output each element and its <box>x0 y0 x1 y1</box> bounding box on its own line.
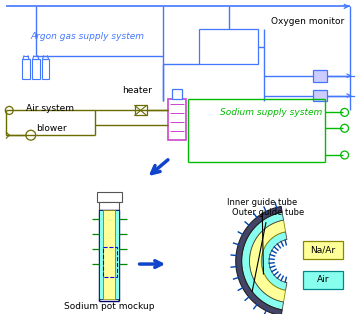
Bar <box>103 247 117 277</box>
Bar <box>32 59 40 79</box>
Bar <box>41 59 50 79</box>
Polygon shape <box>242 212 284 310</box>
Bar <box>135 106 147 115</box>
Text: Argon gas supply system: Argon gas supply system <box>31 32 145 41</box>
Bar <box>172 89 182 99</box>
Bar <box>99 202 119 209</box>
Bar <box>313 89 327 101</box>
Polygon shape <box>236 206 282 315</box>
Polygon shape <box>261 232 287 290</box>
Bar <box>99 209 103 299</box>
Polygon shape <box>249 220 286 302</box>
Text: Outer guide tube: Outer guide tube <box>232 208 304 291</box>
Bar <box>304 271 343 289</box>
Text: Air system: Air system <box>27 104 74 113</box>
Text: Sodium supply system: Sodium supply system <box>220 108 322 117</box>
Bar <box>115 209 119 299</box>
Bar <box>199 29 258 64</box>
Text: blower: blower <box>36 124 66 133</box>
Text: heater: heater <box>122 86 152 95</box>
Bar <box>168 99 186 140</box>
Text: Air: Air <box>317 275 329 284</box>
Text: Oxygen monitor: Oxygen monitor <box>271 17 344 26</box>
Text: Inner guide tube: Inner guide tube <box>227 198 297 274</box>
Text: Sodium pot mockup: Sodium pot mockup <box>64 302 154 311</box>
Bar <box>313 70 327 82</box>
Bar <box>22 59 30 79</box>
Bar <box>103 209 115 299</box>
Bar <box>96 192 122 202</box>
Text: Na/Ar: Na/Ar <box>310 246 336 255</box>
Bar <box>304 241 343 259</box>
